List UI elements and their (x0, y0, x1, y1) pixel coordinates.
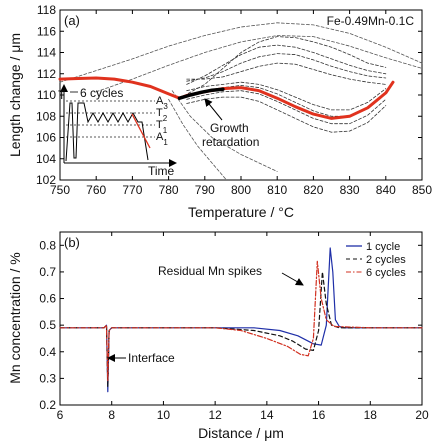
inset-label-T2: T2 (156, 107, 168, 123)
legend-label-1-cycle: 1 cycle (366, 241, 400, 253)
y-tick-label: 106 (36, 131, 56, 145)
series-line-1 (95, 35, 423, 93)
panel-a-legend-text: Fe-0.49Mn-0.1C (327, 14, 415, 28)
x-tick-label: 790 (195, 183, 215, 197)
x-tick-label: 18 (364, 408, 378, 422)
y-tick-label: 114 (37, 46, 56, 60)
annotation-residual-mn-spikes: Residual Mn spikes (158, 264, 262, 278)
panel-b: 6 8 10 12 14 16 18 20 0.2 0.3 0.4 0.5 0.6 0.7 0.8 (b)… (7, 231, 429, 441)
x-tick-label: 770 (122, 183, 142, 197)
panel-b-frame (59, 231, 423, 406)
x-tick-label: 830 (340, 183, 360, 197)
inset-label-T1: T1 (156, 119, 168, 135)
x-tick-label: 780 (159, 183, 179, 197)
inset-red-line (131, 113, 151, 149)
panel-b-x-ticks: 6 8 10 12 14 16 18 20 (57, 232, 429, 422)
series-line-8 (186, 81, 387, 111)
x-tick-label: 840 (376, 183, 396, 197)
panel-b-ylabel: Mn concentration / % (7, 252, 23, 384)
series-line-7 (186, 62, 387, 85)
y-tick-label: 118 (37, 3, 56, 17)
panel-b-y-ticks: 0.2 0.3 0.4 0.5 0.6 0.7 0.8 (39, 238, 422, 412)
y-tick-label: 110 (37, 88, 56, 102)
series-line-2 (171, 90, 278, 172)
panel-a: 750 760 770 780 790 800 810 820 830 840 850 102 104… (7, 3, 432, 220)
y-tick-label: 0.6 (39, 292, 56, 306)
y-tick-label: 104 (36, 152, 56, 166)
y-tick-label: 108 (36, 109, 56, 123)
legend-label-6-cycles: 6 cycles (366, 267, 406, 279)
series-line-10 (186, 90, 387, 125)
y-tick-label: 0.7 (39, 265, 56, 279)
y-tick-label: 0.4 (39, 345, 56, 359)
panel-a-y-ticks: 102 104 106 108 110 112 114 116 118 (36, 3, 422, 187)
x-tick-label: 14 (260, 408, 274, 422)
annotation-growth-arrow (204, 98, 223, 121)
x-tick-label: 12 (208, 408, 222, 422)
panel-b-label: (b) (64, 235, 80, 250)
x-tick-label: 850 (412, 183, 432, 197)
inset-cycles-label: 6 cycles (80, 86, 123, 100)
series-line-2-cycles (59, 271, 423, 387)
inset-thermal-cycle (65, 102, 149, 162)
y-tick-label: 102 (36, 173, 56, 187)
inset-schematic: T 6 cycles Time A3 T2 T1 A1 (58, 84, 177, 178)
x-tick-label: 750 (50, 183, 70, 197)
x-tick-label: 8 (108, 408, 115, 422)
inset-label-A1: A1 (156, 131, 168, 147)
annotation-retardation: retardation (202, 135, 259, 149)
x-tick-label: 800 (231, 183, 251, 197)
annotation-spikes-arrow (281, 272, 304, 286)
panel-a-label: (a) (64, 13, 80, 28)
y-tick-label: 0.3 (39, 371, 56, 385)
series-line-4 (179, 36, 387, 99)
panel-a-series (58, 22, 423, 181)
inset-time-label: Time (148, 164, 175, 178)
annotation-interface: Interface (128, 351, 175, 365)
series-line-6 (186, 53, 387, 82)
panel-b-legend: 1 cycle 2 cycles 6 cycles (346, 241, 406, 279)
inset-T-label: T (58, 88, 66, 102)
series-line-5 (186, 44, 387, 85)
x-tick-label: 810 (267, 183, 287, 197)
y-tick-label: 116 (37, 24, 56, 38)
y-tick-label: 0.5 (39, 318, 56, 332)
legend-label-2-cycles: 2 cycles (366, 254, 406, 266)
panel-a-ylabel: Length change / μm (7, 33, 23, 157)
y-tick-label: 0.2 (39, 398, 56, 412)
y-tick-label: 112 (37, 67, 56, 81)
x-tick-label: 20 (415, 408, 429, 422)
x-tick-label: 760 (86, 183, 106, 197)
panel-b-xlabel: Distance / μm (198, 425, 284, 441)
inset-label-A3: A3 (156, 95, 168, 111)
annotation-growth: Growth (210, 121, 249, 135)
y-tick-label: 0.8 (39, 238, 56, 252)
panel-a-x-ticks: 750 760 770 780 790 800 810 820 830 840 850 (50, 10, 432, 197)
panel-b-series (59, 247, 423, 393)
x-tick-label: 16 (312, 408, 326, 422)
panel-a-xlabel: Temperature / °C (188, 204, 294, 220)
series-line-3 (168, 98, 227, 181)
series-line-6-cycles (59, 260, 423, 382)
x-tick-label: 6 (57, 408, 64, 422)
series-line-0 (59, 22, 423, 83)
x-tick-label: 10 (157, 408, 171, 422)
x-tick-label: 820 (303, 183, 323, 197)
series-line-13 (177, 87, 225, 100)
